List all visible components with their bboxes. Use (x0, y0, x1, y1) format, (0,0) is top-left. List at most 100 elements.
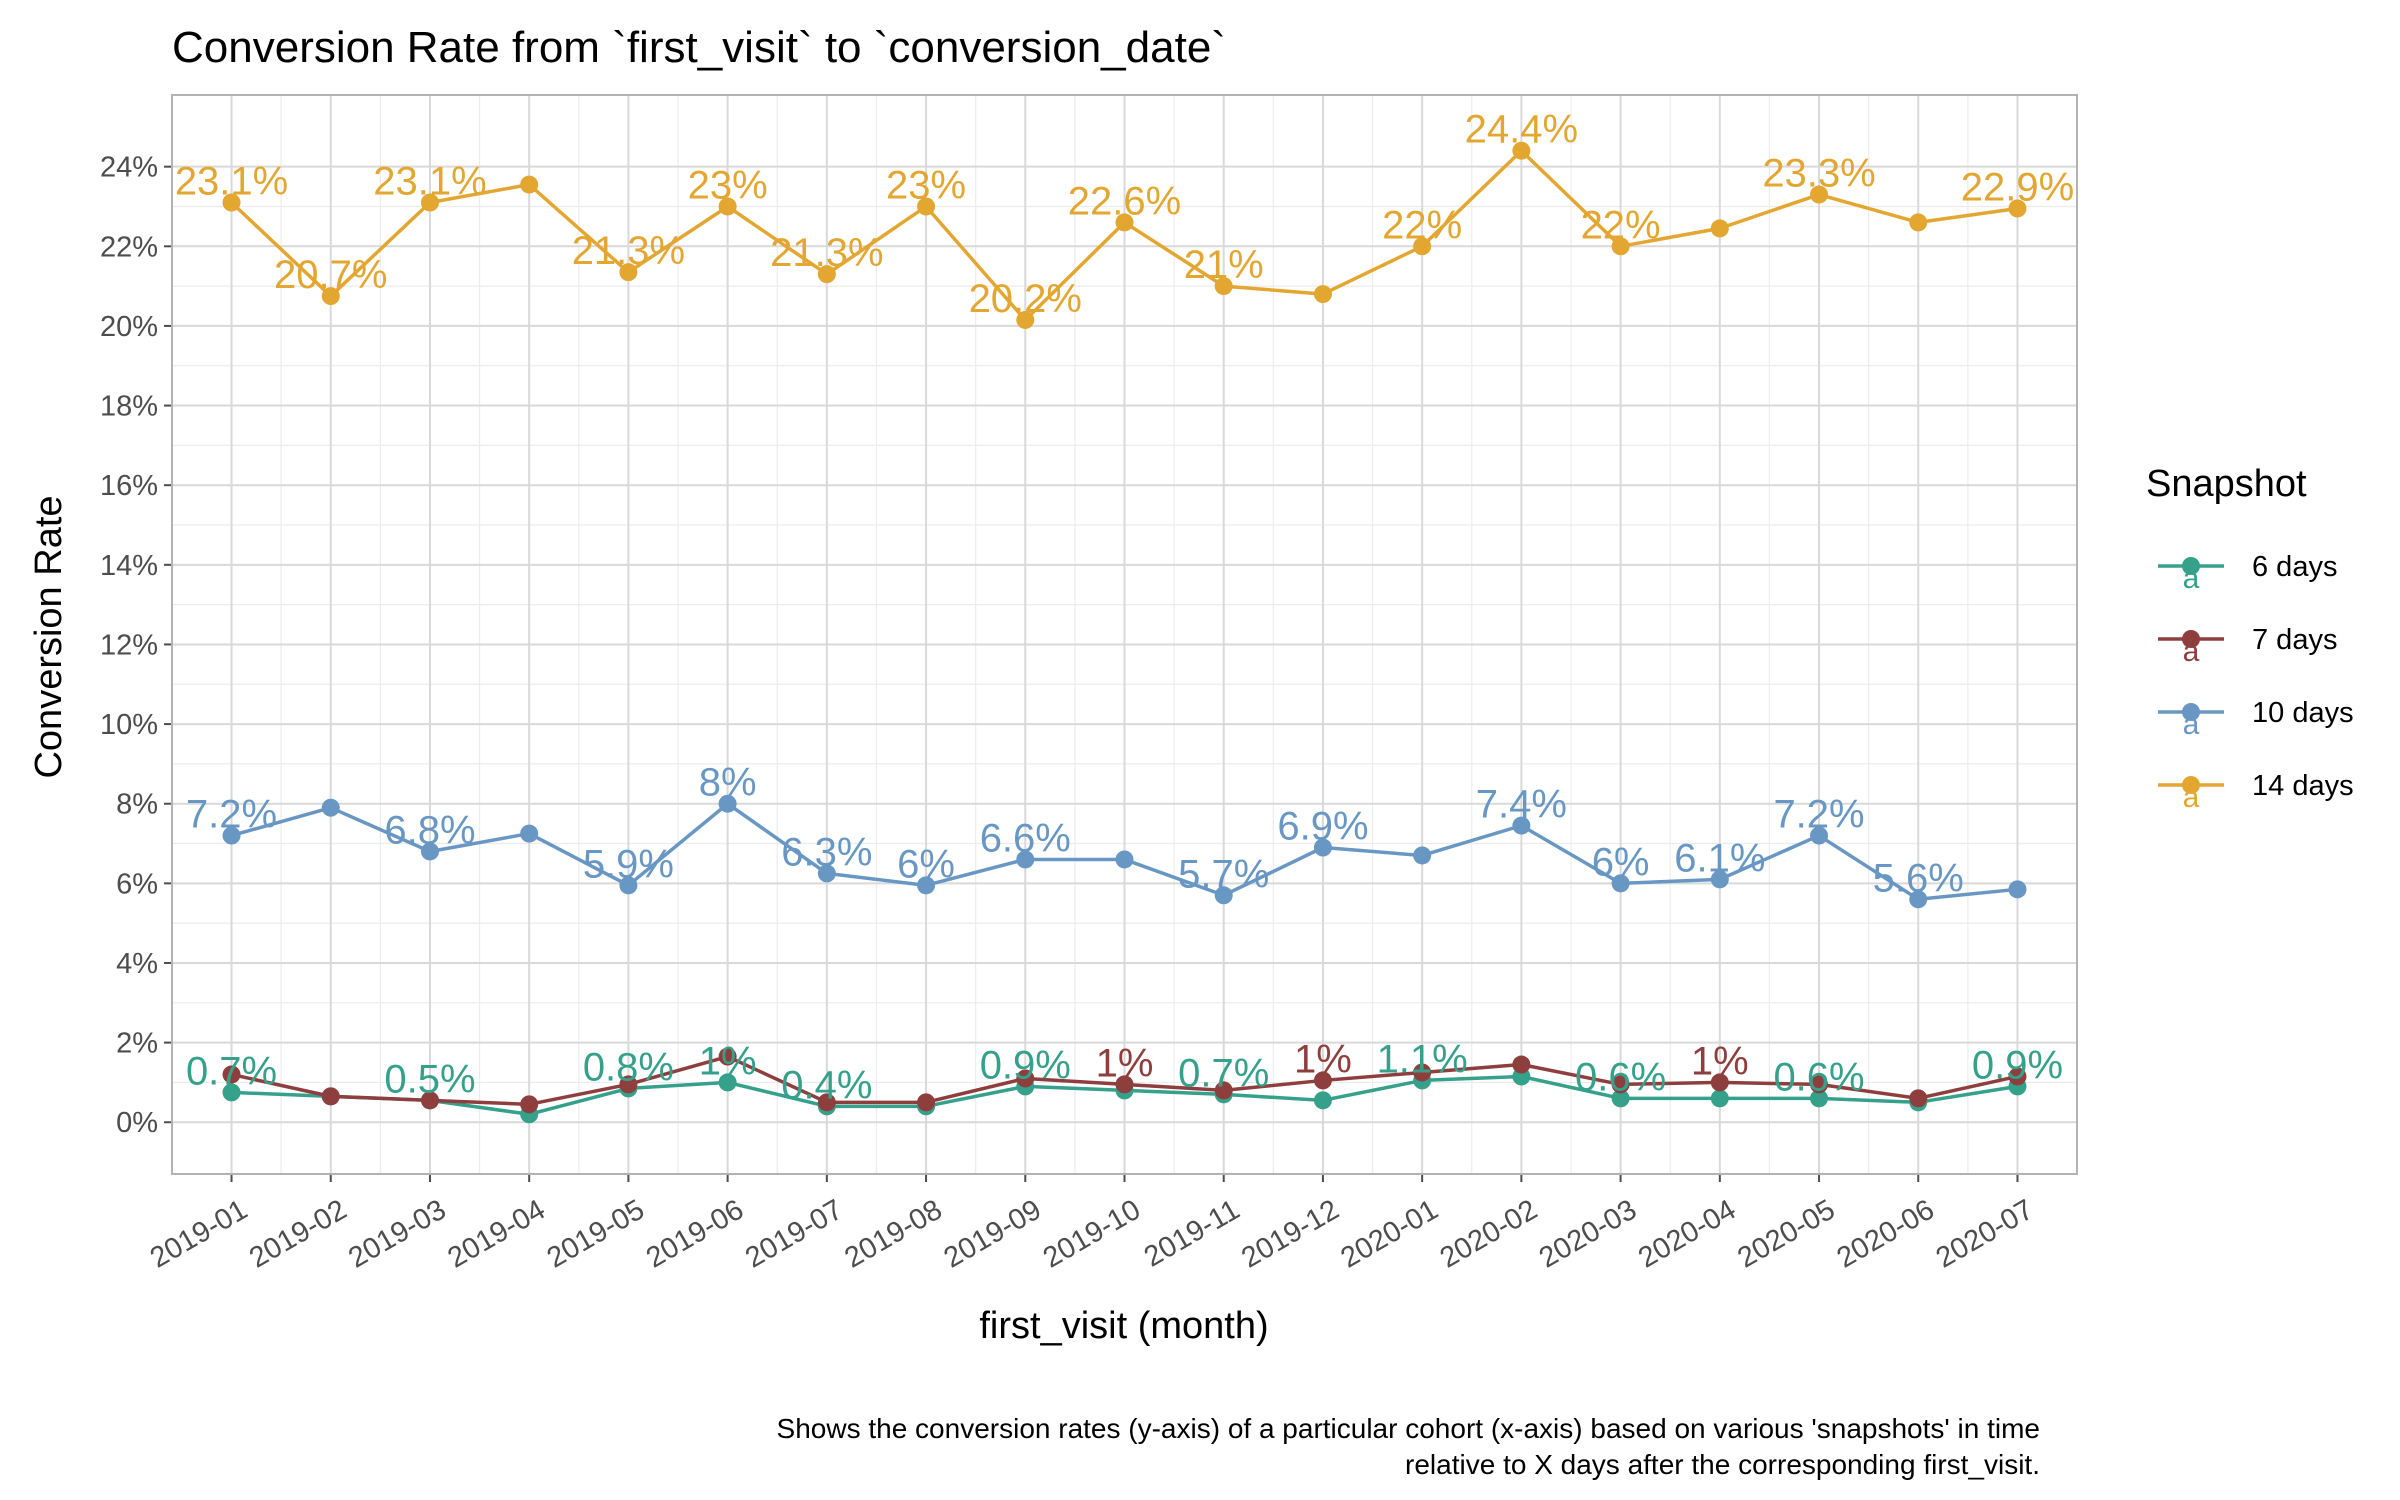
x-tick-label: 2019-04 (443, 1194, 551, 1275)
legend-label-6-days: 6 days (2252, 551, 2337, 583)
y-tick-label: 0% (116, 1107, 158, 1139)
data-label-14-days: 22.9% (1961, 165, 2074, 209)
x-tick-label: 2019-02 (244, 1194, 352, 1275)
x-tick-label: 2019-10 (1038, 1194, 1146, 1275)
data-label-6-days: 0.5% (384, 1057, 475, 1101)
chart-title: Conversion Rate from `first_visit` to `c… (172, 23, 1226, 72)
point-14-days (1909, 213, 1928, 232)
data-label-10-days: 5.7% (1178, 852, 1269, 896)
point-7-days (1214, 1081, 1233, 1100)
point-7-days (321, 1087, 340, 1106)
caption-line-1: Shows the conversion rates (y-axis) of a… (777, 1413, 2040, 1444)
x-axis-title: first_visit (month) (979, 1305, 1268, 1347)
data-label-14-days: 21.3% (770, 231, 883, 275)
point-10-days (1214, 886, 1233, 905)
x-tick-label: 2019-11 (1139, 1194, 1245, 1274)
legend-key-glyph-14-days: a (2183, 781, 2200, 814)
point-10-days (619, 876, 638, 895)
y-tick-label: 20% (100, 311, 158, 343)
legend-key-point-14-days (2182, 776, 2200, 794)
point-7-days (2008, 1067, 2027, 1086)
point-10-days (1313, 838, 1332, 857)
y-tick-label: 14% (100, 550, 158, 582)
y-tick-label: 2% (116, 1028, 158, 1060)
point-14-days (1413, 237, 1432, 256)
data-label-6-days: 0.7% (1178, 1051, 1269, 1095)
legend-key-point-6-days (2182, 557, 2200, 575)
point-10-days (1810, 826, 1829, 845)
point-10-days (1115, 850, 1134, 869)
point-7-days (1810, 1075, 1829, 1094)
point-10-days (1909, 890, 1928, 909)
legend-title: Snapshot (2146, 463, 2307, 505)
x-tick-label: 2020-05 (1732, 1194, 1840, 1275)
x-tick-label: 2020-02 (1435, 1194, 1543, 1275)
data-label-6-days: 0.9% (980, 1043, 1071, 1087)
data-label-14-days: 21% (1184, 243, 1264, 287)
point-14-days (718, 197, 737, 216)
data-label-6-days: 1.1% (1377, 1037, 1468, 1081)
point-10-days (222, 826, 241, 845)
y-tick-label: 16% (100, 470, 158, 502)
x-tick-label: 2020-04 (1633, 1194, 1741, 1275)
point-10-days (520, 824, 539, 843)
legend-label-10-days: 10 days (2252, 697, 2354, 729)
data-label-14-days: 23.1% (175, 160, 288, 204)
data-label-10-days: 7.2% (186, 793, 277, 837)
data-label-7-days: 1% (1691, 1039, 1749, 1083)
data-label-10-days: 6.3% (781, 830, 872, 874)
y-tick-label: 22% (100, 231, 158, 263)
legend-key-glyph-6-days: a (2183, 562, 2200, 595)
data-label-14-days: 23% (886, 163, 966, 207)
point-10-days (718, 794, 737, 813)
y-tick-label: 12% (100, 629, 158, 661)
point-7-days (817, 1093, 836, 1112)
y-tick-label: 18% (100, 391, 158, 423)
data-label-14-days: 21.3% (572, 229, 685, 273)
gridlines (172, 95, 2077, 1174)
y-tick-label: 6% (116, 868, 158, 900)
x-tick-label: 2020-06 (1832, 1194, 1940, 1275)
point-10-days (1016, 850, 1035, 869)
point-14-days (1611, 237, 1630, 256)
point-10-days (817, 864, 836, 883)
point-10-days (1611, 874, 1630, 893)
point-7-days (222, 1065, 241, 1084)
data-label-14-days: 22.6% (1068, 179, 1181, 223)
data-label-10-days: 6% (897, 842, 955, 886)
data-label-10-days: 6.8% (384, 808, 475, 852)
data-label-14-days: 22% (1382, 203, 1462, 247)
point-14-days (420, 193, 439, 212)
point-14-days (321, 287, 340, 306)
data-labels: 0.7% 0.5% 0.8% 1% 0.4% 0.9% 0.7% 1.1% 0.6% 0.6% 0.… (175, 108, 2074, 1108)
x-tick-label: 2019-05 (542, 1194, 650, 1275)
data-label-6-days: 0.6% (1773, 1055, 1864, 1099)
y-tick-label: 8% (116, 789, 158, 821)
point-7-days (520, 1095, 539, 1114)
x-tick-label: 2019-01 (145, 1194, 253, 1275)
point-6-days (1710, 1089, 1729, 1108)
data-label-7-days: 1% (1096, 1041, 1154, 1085)
legend-label-14-days: 14 days (2252, 770, 2354, 802)
data-label-14-days: 22% (1581, 203, 1661, 247)
data-label-6-days: 0.4% (781, 1063, 872, 1107)
point-7-days (420, 1091, 439, 1110)
legend-key-point-7-days (2182, 630, 2200, 648)
y-axis-title: Conversion Rate (28, 495, 70, 778)
point-6-days (1611, 1089, 1630, 1108)
point-7-days (1710, 1073, 1729, 1092)
point-6-days (1810, 1089, 1829, 1108)
legend: Snapshot a 6 days a 7 days a 10 days a 14 days (2146, 463, 2354, 814)
point-6-days (1313, 1091, 1332, 1110)
y-tick-label: 24% (100, 152, 158, 184)
point-7-days (1611, 1075, 1630, 1094)
point-14-days (2008, 199, 2027, 218)
point-14-days (817, 265, 836, 284)
x-tick-label: 2019-03 (343, 1194, 451, 1275)
x-tick-label: 2019-08 (839, 1194, 947, 1275)
caption-line-2: relative to X days after the correspondi… (1405, 1449, 2040, 1480)
point-14-days (619, 263, 638, 282)
data-label-14-days: 23.1% (373, 160, 486, 204)
point-14-days (222, 193, 241, 212)
